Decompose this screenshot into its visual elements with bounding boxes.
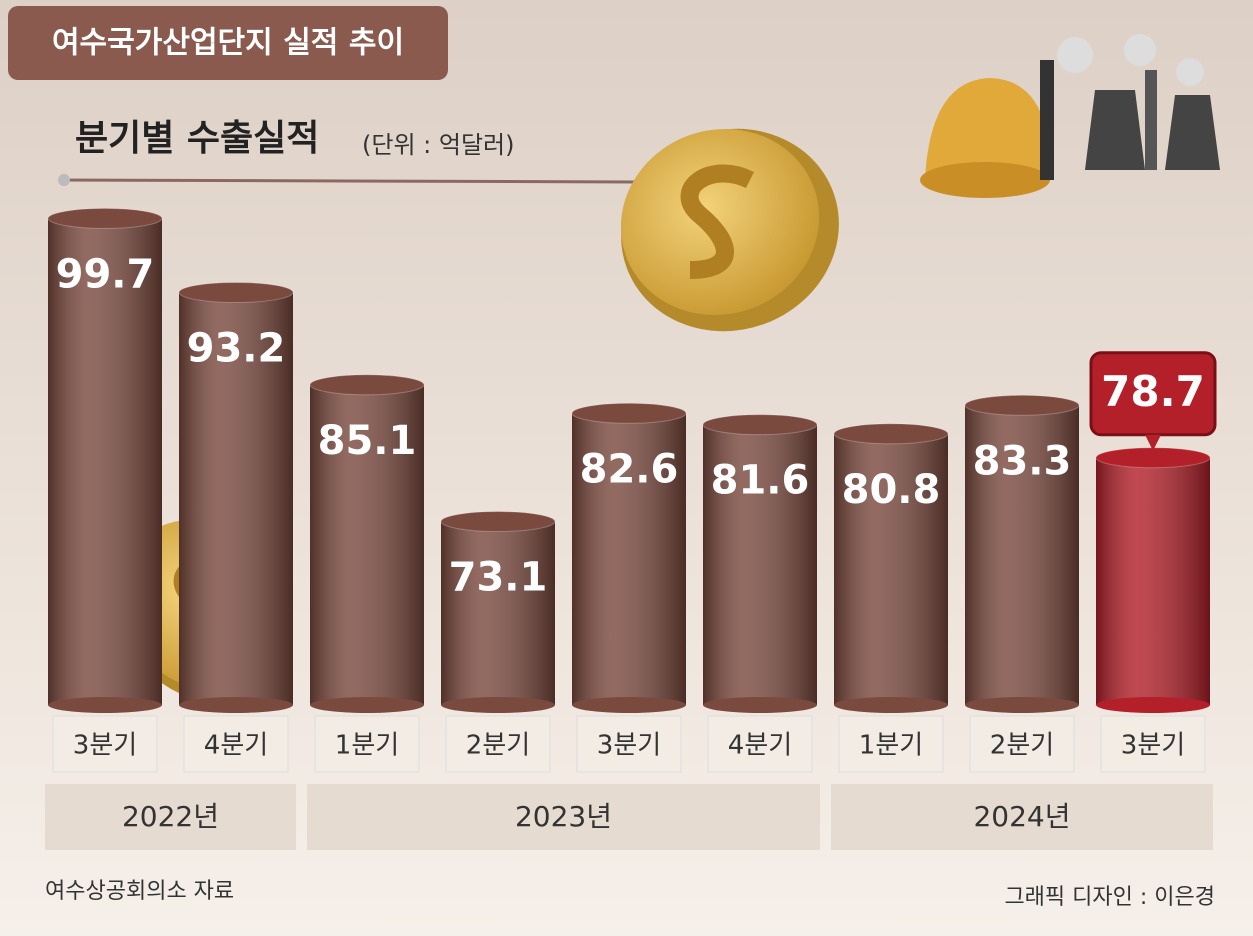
bar-bottom — [179, 697, 293, 713]
underline-dot — [58, 174, 70, 186]
source: 여수상공회의소 자료 — [45, 879, 234, 904]
x-tick-label: 2분기 — [990, 731, 1054, 761]
group-label: 2022년 — [122, 800, 219, 833]
bar-shade — [179, 292, 293, 705]
x-tick-label: 3분기 — [73, 731, 137, 761]
value-label: 85.1 — [318, 418, 417, 464]
unit-label: (단위 : 억달러) — [362, 131, 514, 159]
bar-bottom — [310, 697, 424, 713]
group-box — [831, 784, 1213, 850]
value-label: 82.6 — [580, 446, 679, 492]
x-tick-label: 4분기 — [728, 731, 792, 761]
bar-bottom — [48, 697, 162, 713]
subtitle: 분기별 수출실적 — [75, 118, 319, 159]
bar-shade — [703, 424, 817, 705]
bar-top — [964, 394, 1080, 416]
x-tick-box — [52, 715, 158, 773]
bar-bottom — [834, 697, 948, 713]
bar-bottom — [965, 697, 1079, 713]
x-tick-label: 2분기 — [466, 731, 530, 761]
x-tick-box — [969, 715, 1075, 773]
value-label: 93.2 — [187, 325, 286, 371]
bar-bottom — [1096, 697, 1210, 713]
x-tick-box — [576, 715, 682, 773]
bar-bottom — [441, 697, 555, 713]
x-tick-label: 3분기 — [1121, 731, 1185, 761]
bar-top — [178, 281, 294, 303]
bar-shade — [48, 218, 162, 705]
bar-bottom — [572, 697, 686, 713]
factory-decoration — [920, 34, 1220, 198]
value-label: 80.8 — [842, 467, 941, 513]
bar-top — [702, 414, 818, 436]
x-tick-label: 1분기 — [335, 731, 399, 761]
x-tick-box — [1100, 715, 1206, 773]
bar-shade — [834, 433, 948, 705]
title-badge — [8, 6, 448, 80]
x-tick-label: 1분기 — [859, 731, 923, 761]
callout-pointer — [1145, 434, 1161, 451]
x-tick-box — [707, 715, 813, 773]
bar-shade — [1096, 457, 1210, 705]
group-label: 2023년 — [515, 800, 612, 833]
value-label: 78.7 — [1101, 367, 1205, 416]
bar-top — [571, 402, 687, 424]
bar-shade — [441, 521, 555, 705]
x-tick-label: 4분기 — [204, 731, 268, 761]
chart-title: 여수국가산업단지 실적 추이 — [52, 26, 404, 61]
bar-top — [47, 207, 163, 229]
value-label: 83.3 — [973, 438, 1072, 484]
group-box — [307, 784, 820, 850]
value-label: 81.6 — [711, 458, 810, 504]
x-tick-box — [445, 715, 551, 773]
x-tick-box — [183, 715, 289, 773]
value-label: 99.7 — [56, 251, 155, 297]
bar-bottom — [703, 697, 817, 713]
credit: 그래픽 디자인 : 이은경 — [1004, 885, 1215, 910]
bar-shade — [310, 384, 424, 705]
bar-top — [309, 374, 425, 396]
bar-top — [440, 511, 556, 533]
bar-shade — [965, 405, 1079, 705]
value-label: 73.1 — [449, 555, 548, 601]
x-tick-label: 3분기 — [597, 731, 661, 761]
group-box — [45, 784, 296, 850]
x-tick-box — [314, 715, 420, 773]
bar-shade — [572, 413, 686, 705]
x-tick-box — [838, 715, 944, 773]
group-label: 2024년 — [973, 800, 1070, 833]
bar-top — [833, 423, 949, 445]
underline — [59, 178, 641, 184]
